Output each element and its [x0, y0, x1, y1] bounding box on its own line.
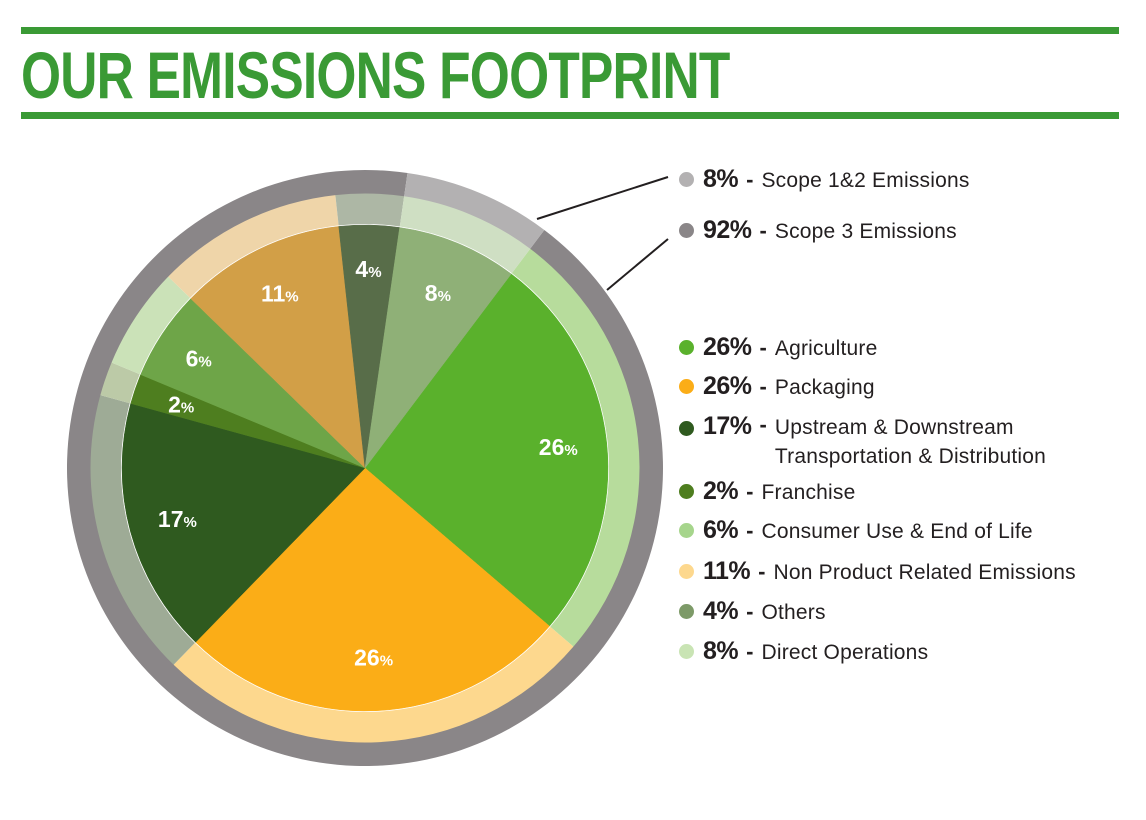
- legend-dash: -: [758, 559, 766, 584]
- leader-line-scope12: [536, 176, 669, 220]
- legend-packaging: 26% - Packaging: [679, 372, 875, 401]
- pie-slices: [121, 224, 609, 712]
- legend-dot: [679, 644, 694, 659]
- legend-dash: -: [746, 479, 754, 504]
- legend-dot: [679, 484, 694, 499]
- legend-dash: -: [759, 218, 767, 243]
- slice-labels: 26% 26% 17% 2% 6% 11% 4% 8%: [158, 256, 578, 671]
- legend-agriculture: 26% - Agriculture: [679, 333, 877, 362]
- legend-dot: [679, 379, 694, 394]
- ring-segment-5: [168, 195, 339, 298]
- pie-slice-2: [121, 403, 366, 643]
- legend-label: Direct Operations: [761, 641, 929, 664]
- slice-label-4: 6%: [186, 345, 212, 371]
- legend-label: Packaging: [774, 376, 875, 399]
- slice-label-6: 4%: [355, 256, 381, 282]
- slice-label-1: 26%: [354, 644, 393, 670]
- slice-label-2: 17%: [158, 506, 197, 532]
- legend-direct-operations: 8% - Direct Operations: [679, 637, 928, 666]
- ring-segment-3: [100, 362, 140, 404]
- scope-ring: [67, 170, 664, 767]
- legend-label: Scope 3 Emissions: [774, 220, 957, 243]
- legend-dash: -: [746, 639, 754, 664]
- legend-percent: 8%: [703, 637, 739, 665]
- legend-percent: 2%: [703, 477, 739, 505]
- legend-label: Agriculture: [774, 337, 878, 360]
- ring-segment-7: [399, 196, 531, 274]
- legend-dot: [679, 172, 694, 187]
- slice-label-5: 11%: [261, 280, 299, 306]
- pie-slice-1: [195, 467, 550, 712]
- legend-dash: -: [746, 518, 754, 543]
- page-title: OUR EMISSIONS FOOTPRINT: [21, 38, 730, 112]
- leader-line-scope3: [606, 238, 669, 291]
- slice-label-3: 2%: [168, 392, 194, 418]
- ring-segment-1: [173, 626, 574, 743]
- slice-label-7: 8%: [425, 280, 451, 306]
- legend-franchise: 2% - Franchise: [679, 477, 855, 506]
- legend-label: Consumer Use & End of Life: [761, 520, 1033, 543]
- legend-dash: -: [759, 374, 767, 399]
- ring-segment-4: [111, 276, 191, 375]
- legend-scope12: 8% - Scope 1&2 Emissions: [679, 165, 970, 194]
- legend-label: Scope 1&2 Emissions: [761, 169, 970, 192]
- leader-lines: [536, 176, 669, 291]
- legend-percent: 11%: [703, 557, 751, 585]
- pie-slice-7: [364, 227, 512, 469]
- scope-ring-segment-scope12: [404, 173, 545, 250]
- legend-label: Franchise: [761, 481, 856, 504]
- category-ring: [90, 193, 640, 743]
- slice-label-0: 26%: [539, 434, 578, 460]
- ring-segment-6: [335, 193, 405, 227]
- legend-dot: [679, 421, 694, 436]
- legend-scope3: 92% - Scope 3 Emissions: [679, 216, 957, 245]
- legend-percent: 4%: [703, 597, 739, 625]
- legend-label: Non Product Related Emissions: [773, 561, 1076, 584]
- legend-label: Upstream & Downstream Transportation & D…: [774, 416, 1047, 468]
- legend-dash: -: [746, 167, 754, 192]
- legend-dash: -: [746, 599, 754, 624]
- legend-label: Others: [761, 601, 826, 624]
- ring-segment-0: [511, 248, 640, 647]
- legend-percent: 17%: [703, 412, 752, 440]
- legend-non-product: 11% - Non Product Related Emissions: [679, 557, 1076, 586]
- ring-segment-2: [90, 395, 195, 665]
- legend-dot: [679, 564, 694, 579]
- legend-dot: [679, 340, 694, 355]
- pie-slice-5: [190, 226, 366, 469]
- legend-others: 4% - Others: [679, 597, 826, 626]
- title-rule-top: [21, 27, 1119, 34]
- legend-dot: [679, 223, 694, 238]
- legend-consumer-use: 6% - Consumer Use & End of Life: [679, 516, 1033, 545]
- pie-slice-0: [364, 273, 609, 627]
- legend-dash: -: [759, 335, 767, 360]
- legend-dot: [679, 604, 694, 619]
- legend-percent: 6%: [703, 516, 739, 544]
- legend-transportation: 17% - Upstream & Downstream Transportati…: [679, 412, 1046, 471]
- legend-percent: 92%: [703, 216, 752, 244]
- legend-percent: 8%: [703, 165, 739, 193]
- title-rule-bottom: [21, 112, 1119, 119]
- legend-dot: [679, 523, 694, 538]
- legend-percent: 26%: [703, 372, 752, 400]
- legend-dash: -: [759, 412, 767, 437]
- legend-percent: 26%: [703, 333, 752, 361]
